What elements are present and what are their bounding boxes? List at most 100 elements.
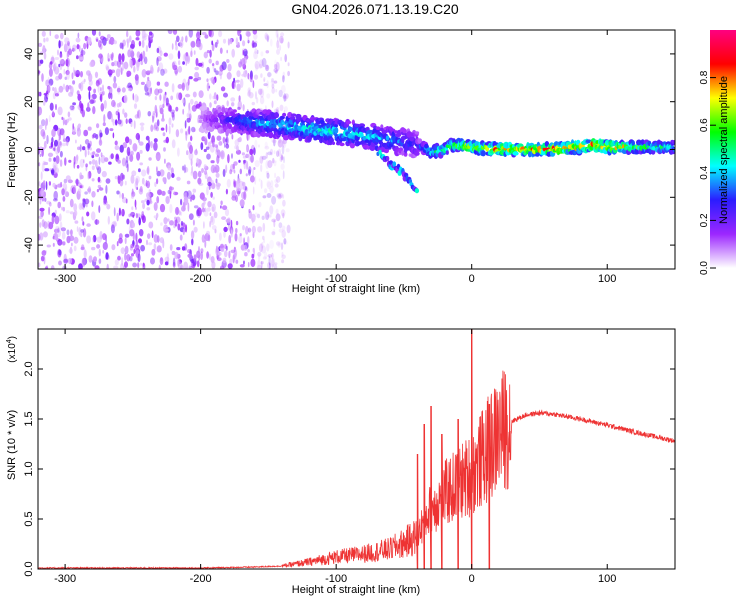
noise-speck [258,243,264,253]
noise-speck [252,168,254,178]
noise-speck [179,234,183,241]
noise-speck [64,157,67,166]
noise-speck [58,260,62,266]
noise-speck [221,61,227,71]
noise-speck [125,198,128,204]
noise-speck [130,121,133,128]
noise-speck [100,155,106,164]
noise-speck [129,229,135,237]
snr-exponent-close: ) [7,336,18,339]
noise-speck [76,154,79,161]
noise-speck [209,49,212,58]
noise-speck [220,200,223,206]
noise-speck [135,30,141,37]
noise-speck [38,181,41,187]
noise-speck [65,58,71,68]
noise-speck [66,229,70,236]
noise-speck [47,152,54,157]
noise-speck [232,163,235,170]
noise-speck [44,168,50,172]
noise-speck [168,105,172,112]
x-tick-label: -100 [325,273,347,285]
x-tick-label: -300 [54,273,76,285]
noise-speck [197,177,202,185]
noise-speck [260,73,263,78]
noise-speck [177,84,183,89]
noise-speck [54,139,58,147]
colorbar-tick-label: 0.2 [699,213,710,227]
noise-speck [186,128,189,136]
noise-speck [52,110,54,117]
noise-speck [231,81,235,89]
noise-speck [154,181,157,188]
noise-speck [167,165,172,171]
noise-speck [114,119,118,126]
noise-speck [141,69,147,78]
noise-speck [234,80,237,84]
noise-speck [138,238,142,244]
noise-speck [235,220,239,226]
noise-speck [214,164,220,173]
noise-speck [62,133,66,141]
noise-speck [223,226,228,233]
noise-speck [268,262,271,269]
noise-speck [141,39,145,49]
noise-speck [61,206,63,211]
noise-speck [280,153,283,163]
noise-speck [46,94,49,98]
noise-speck [49,102,54,111]
noise-speck [156,166,158,173]
noise-speck [188,265,191,269]
noise-speck [207,131,211,140]
noise-speck [254,160,260,168]
noise-speck [218,251,222,256]
noise-speck [64,37,70,44]
noise-speck [102,233,107,241]
noise-speck [121,208,125,217]
noise-speck [127,38,129,49]
noise-speck [81,109,86,118]
noise-speck [251,101,255,106]
noise-speck [280,56,282,62]
noise-speck [263,238,266,244]
noise-speck [88,71,91,78]
noise-speck [133,248,136,255]
noise-speck [58,40,61,49]
noise-speck [117,175,121,184]
noise-speck [276,40,280,49]
noise-speck [215,60,219,66]
noise-speck [83,78,86,83]
noise-speck [209,212,212,217]
noise-speck [77,32,80,39]
branch-mark [414,188,420,194]
noise-speck [136,110,140,119]
ridge-mark [414,131,420,135]
noise-speck [137,253,141,263]
noise-speck [107,58,111,62]
noise-speck [72,80,76,85]
noise-speck [282,95,286,99]
noise-speck [260,261,263,269]
noise-speck [142,50,146,59]
noise-speck [283,241,288,245]
noise-speck [156,119,160,127]
noise-speck [226,100,229,107]
noise-speck [133,120,136,129]
noise-speck [136,62,140,72]
noise-speck [279,44,282,51]
noise-speck [65,70,70,76]
noise-speck [168,117,172,126]
noise-speck [180,128,184,134]
noise-speck [176,247,181,251]
noise-speck [167,218,170,222]
noise-speck [273,161,277,167]
noise-speck [80,50,86,56]
noise-speck [258,201,262,208]
noise-speck [140,81,145,85]
noise-speck [182,228,185,236]
noise-speck [137,213,141,218]
noise-speck [227,38,230,46]
noise-speck [243,70,248,78]
noise-speck [113,60,118,67]
